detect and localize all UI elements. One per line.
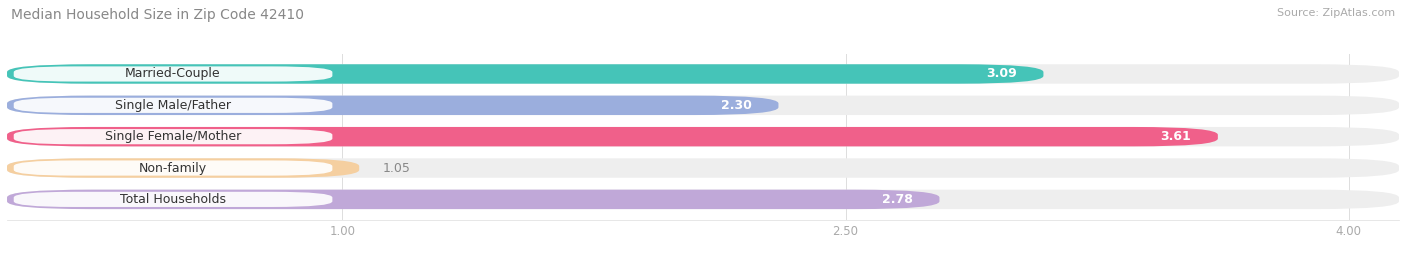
Text: 3.09: 3.09: [986, 68, 1017, 80]
FancyBboxPatch shape: [14, 66, 332, 81]
FancyBboxPatch shape: [7, 190, 939, 209]
FancyBboxPatch shape: [7, 158, 359, 178]
Text: Single Female/Mother: Single Female/Mother: [105, 130, 242, 143]
FancyBboxPatch shape: [7, 127, 1218, 146]
FancyBboxPatch shape: [7, 96, 1399, 115]
FancyBboxPatch shape: [7, 64, 1399, 84]
Text: Source: ZipAtlas.com: Source: ZipAtlas.com: [1277, 8, 1395, 18]
FancyBboxPatch shape: [14, 192, 332, 207]
FancyBboxPatch shape: [7, 96, 779, 115]
FancyBboxPatch shape: [7, 158, 1399, 178]
Text: 3.61: 3.61: [1160, 130, 1191, 143]
FancyBboxPatch shape: [14, 129, 332, 144]
Text: 2.78: 2.78: [882, 193, 912, 206]
Text: Median Household Size in Zip Code 42410: Median Household Size in Zip Code 42410: [11, 8, 304, 22]
Text: 1.05: 1.05: [382, 162, 411, 174]
Text: Married-Couple: Married-Couple: [125, 68, 221, 80]
FancyBboxPatch shape: [7, 64, 1043, 84]
FancyBboxPatch shape: [7, 127, 1399, 146]
Text: Single Male/Father: Single Male/Father: [115, 99, 231, 112]
Text: Non-family: Non-family: [139, 162, 207, 174]
Text: 2.30: 2.30: [721, 99, 752, 112]
FancyBboxPatch shape: [14, 98, 332, 113]
Text: Total Households: Total Households: [120, 193, 226, 206]
FancyBboxPatch shape: [7, 190, 1399, 209]
FancyBboxPatch shape: [14, 161, 332, 176]
